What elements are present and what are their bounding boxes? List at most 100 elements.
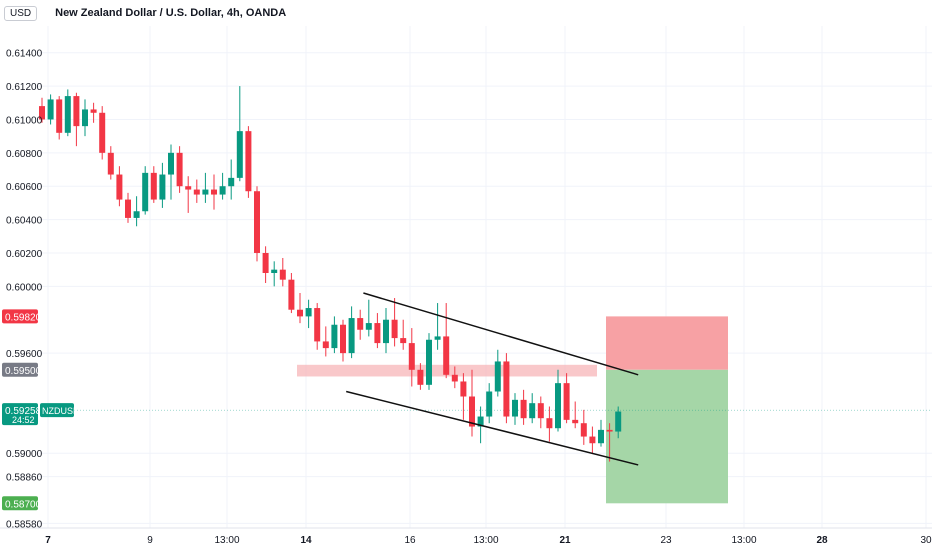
candle-body: [598, 429, 604, 444]
price-badge-label: 0.59820: [5, 312, 42, 323]
x-tick-label: 13:00: [214, 535, 239, 546]
x-tick-label: 16: [404, 535, 416, 546]
y-tick-label: 0.58580: [6, 519, 43, 530]
x-tick-label: 23: [660, 535, 672, 546]
price-badge: [2, 496, 38, 511]
candle-body: [297, 309, 303, 317]
stop-loss-zone: [606, 316, 728, 370]
candle-body: [520, 399, 527, 419]
candle-body: [47, 99, 54, 120]
candle-body: [503, 361, 510, 417]
currency-button[interactable]: USD: [4, 5, 38, 21]
y-tick-label: 0.61200: [6, 82, 43, 93]
candle-body: [82, 109, 88, 127]
chart-header: USD New Zealand Dollar / U.S. Dollar, 4h…: [0, 4, 286, 22]
candle-body: [133, 211, 140, 218]
candle-body: [254, 191, 260, 253]
candle-body: [116, 174, 123, 200]
candle-body: [563, 383, 570, 420]
candle-body: [245, 131, 252, 192]
candle-body: [168, 152, 174, 175]
candle-body: [408, 343, 415, 370]
candle-body: [374, 323, 381, 344]
candle-body: [39, 106, 45, 120]
candle-body: [262, 252, 269, 273]
candle-body: [589, 436, 596, 444]
candle-body: [512, 399, 518, 417]
x-tick-label: 28: [816, 535, 828, 546]
candle-body: [580, 423, 587, 437]
x-tick-label: 13:00: [473, 535, 498, 546]
y-tick-label: 0.58860: [6, 473, 43, 484]
x-tick-label: 14: [300, 535, 312, 546]
x-tick-label: 7: [45, 535, 51, 546]
candle-body: [546, 418, 553, 429]
candle-body: [383, 319, 389, 344]
candle-body: [417, 369, 424, 385]
x-tick-label: 30: [920, 535, 932, 546]
candle-body: [185, 186, 192, 190]
y-tick-label: 0.60400: [6, 216, 43, 227]
price-badge: [2, 309, 38, 324]
y-tick-label: 0.60000: [6, 282, 43, 293]
y-tick-label: 0.61400: [6, 49, 43, 60]
candle-body: [64, 96, 71, 133]
candle-body: [279, 269, 286, 280]
y-tick-label: 0.60800: [6, 149, 43, 160]
x-tick-label: 9: [147, 535, 153, 546]
candle-body: [90, 109, 97, 113]
price-badge: [2, 362, 38, 377]
y-tick-label: 0.60200: [6, 249, 43, 260]
candle-body: [434, 336, 441, 340]
candle-body: [529, 403, 536, 419]
candle-body: [288, 279, 295, 310]
candle-body: [451, 374, 458, 382]
candle-body: [271, 269, 278, 273]
candle-body: [443, 336, 450, 375]
candle-body: [365, 323, 372, 330]
candle-body: [99, 112, 106, 153]
y-tick-label: 0.60600: [6, 182, 43, 193]
candle-body: [314, 308, 321, 342]
candle-body: [219, 186, 226, 195]
candle-body: [615, 411, 622, 432]
candle-body: [73, 96, 80, 127]
candle-body: [572, 419, 579, 424]
candle-body: [211, 189, 217, 195]
candle-body: [460, 381, 467, 397]
current-price-label: 0.59258: [5, 406, 42, 417]
candle-body: [357, 318, 364, 330]
price-badge-label: 0.58700: [5, 499, 42, 510]
candle-body: [150, 172, 157, 200]
candle-body: [426, 339, 432, 385]
candle-body: [193, 189, 200, 195]
candle-body: [537, 403, 544, 419]
candle-body: [494, 361, 501, 392]
candle-body: [340, 324, 346, 354]
y-tick-label: 0.59600: [6, 349, 43, 360]
candle-body: [477, 416, 484, 427]
symbol-badge: [40, 403, 74, 418]
candle-body: [236, 131, 243, 178]
channel-lower-line: [346, 390, 639, 466]
chart-title: New Zealand Dollar / U.S. Dollar, 4h, OA…: [55, 7, 287, 19]
candle-body: [176, 152, 183, 187]
candle-body: [486, 391, 493, 417]
price-badge-label: 0.59500: [5, 366, 42, 377]
candle-body: [400, 338, 407, 344]
candle-body: [107, 152, 114, 175]
candle-body: [125, 199, 131, 218]
candle-body: [322, 341, 329, 349]
candle-body: [606, 429, 613, 432]
take-profit-zone: [606, 369, 728, 504]
candle-body: [348, 318, 355, 354]
candle-body: [391, 319, 398, 339]
candle-body: [228, 177, 235, 187]
y-tick-label: 0.61000: [6, 115, 43, 126]
candle-body: [142, 172, 149, 212]
channel-upper-line: [363, 292, 639, 376]
countdown-label: 24:52: [12, 415, 35, 425]
candle-body: [56, 99, 63, 133]
x-tick-label: 21: [559, 535, 571, 546]
